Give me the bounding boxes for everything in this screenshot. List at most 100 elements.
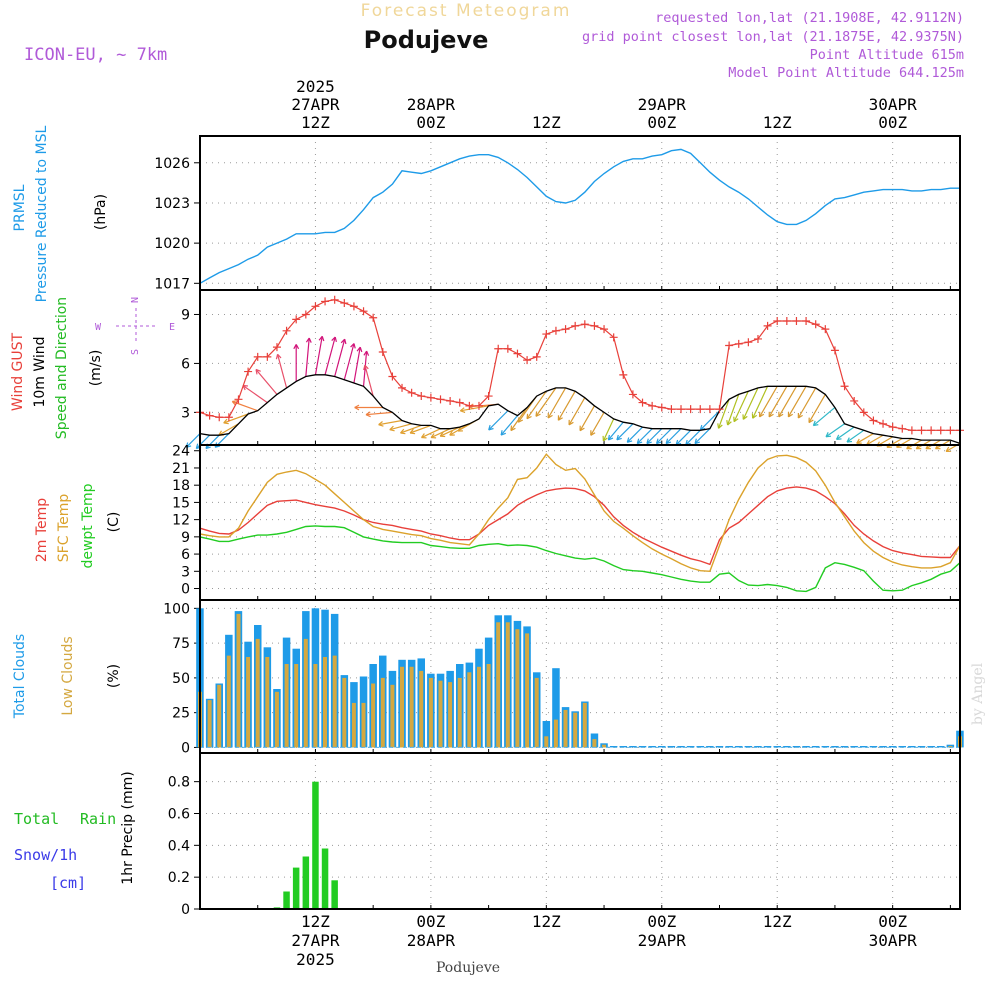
low-cloud-bar — [246, 657, 251, 748]
low-cloud-bar — [323, 657, 327, 748]
wind-10m-line — [199, 374, 961, 445]
y-tick-label: 0 — [181, 740, 190, 756]
wind-barb — [195, 434, 211, 449]
wind-barb — [205, 434, 220, 449]
wind-barb-head — [344, 339, 347, 345]
gust-marker — [802, 317, 811, 325]
wind-barb — [717, 399, 730, 429]
wind-barb — [626, 426, 643, 443]
top-axis-hour: 00Z — [878, 113, 907, 132]
precip-panel: 0 0.2 0.4 0.6 0.8 — [168, 752, 961, 918]
bottom-axis-hour: 12Z — [301, 912, 330, 931]
total-cloud-bar — [917, 746, 926, 748]
wind-barb-head — [420, 433, 425, 438]
wind-barb-head — [825, 432, 829, 438]
total-cloud-bar — [619, 746, 627, 748]
panel-frame — [199, 752, 961, 910]
wind-barb-head — [685, 439, 688, 445]
wind-unit: (m/s) — [88, 350, 104, 387]
y-tick-label: 100 — [163, 601, 190, 617]
total-cloud-bar — [754, 746, 762, 748]
y-tick-label: 0.6 — [168, 806, 190, 822]
wind-barb — [727, 394, 740, 426]
wind-barb — [314, 336, 323, 375]
gust-marker — [282, 326, 291, 335]
wind-barb — [694, 428, 711, 444]
gust-marker — [340, 299, 349, 308]
temp-unit: (C) — [106, 512, 122, 533]
location-title: Podujeve — [364, 26, 489, 54]
top-axis-date: 28APR — [407, 95, 456, 114]
top-axis-date: 29APR — [638, 95, 687, 114]
gust-marker — [609, 333, 618, 342]
wind-barb — [607, 421, 624, 441]
wind-barb-head — [277, 353, 282, 359]
gust-marker — [571, 321, 580, 330]
wind-barb-head — [305, 337, 310, 343]
y-tick-label: 0.8 — [168, 775, 190, 791]
gust-marker — [763, 321, 772, 330]
low-cloud-bar — [332, 655, 337, 748]
wind-barb — [808, 394, 826, 423]
low-cloud-bar — [496, 622, 501, 748]
wind-barb — [759, 385, 778, 418]
wind-barb-head — [410, 432, 416, 435]
total-cloud-bar — [860, 746, 868, 748]
wind-barb-head — [365, 411, 371, 416]
wind-barb-head — [812, 420, 816, 426]
gust-marker — [388, 372, 397, 381]
wind-barb — [488, 410, 509, 431]
gust-marker — [619, 370, 628, 379]
gust-marker — [359, 307, 368, 316]
wind-barb — [305, 337, 310, 377]
pressure-line — [199, 148, 960, 284]
wind-barb — [602, 418, 615, 442]
gust-marker — [753, 334, 762, 343]
wind-barb-head — [449, 430, 453, 436]
total-cloud-bar — [696, 746, 704, 748]
gust-marker — [494, 344, 503, 353]
wind-barb-head — [798, 414, 803, 419]
gust-marker — [811, 320, 820, 329]
total-cloud-bar — [898, 746, 906, 748]
model-altitude: Model Point Altitude 644.125m — [728, 65, 964, 81]
wind-barb-head — [409, 428, 414, 434]
wind-barb — [378, 419, 403, 426]
wind-barb-head — [293, 344, 297, 350]
gust-marker — [696, 405, 705, 414]
wind-gust-line — [199, 299, 960, 431]
wind-barb — [547, 387, 567, 419]
wind-barb-head — [846, 440, 853, 443]
y-tick-label: 1017 — [154, 276, 190, 292]
gust-marker — [898, 424, 907, 433]
temp-sfc-line — [199, 453, 961, 573]
wind-barb — [825, 423, 845, 438]
wind-barb-head — [752, 414, 758, 419]
gust-marker — [782, 317, 791, 325]
rain-bar — [312, 781, 319, 909]
wind-barb-head — [331, 336, 336, 342]
wind-barb-head — [526, 413, 529, 419]
wind-barb — [813, 407, 836, 427]
wind-barb-head — [665, 441, 672, 445]
wind-barb — [343, 343, 355, 380]
wind-barb-head — [518, 419, 524, 423]
gust-marker — [513, 349, 522, 358]
total-cloud-bar — [744, 746, 753, 748]
wind-barb-head — [616, 437, 622, 441]
low-cloud-bar — [573, 712, 578, 748]
wind-barbs — [185, 335, 961, 452]
low-cloud-bar — [534, 677, 539, 748]
wind-barb-head — [488, 424, 491, 431]
wind-barb-head — [459, 407, 465, 412]
total-cloud-bar — [927, 746, 935, 748]
requested-coords: requested lon,lat (21.1908E, 42.9112N) — [655, 10, 964, 26]
pressure-panel: 1017 1020 1023 1026 — [154, 135, 961, 292]
low-cloud-bar — [274, 691, 279, 748]
wind-barb — [557, 390, 576, 421]
cloud-unit: (%) — [106, 664, 122, 688]
top-axis-hour: 12Z — [763, 113, 792, 132]
gust-marker — [686, 405, 695, 414]
y-tick-label: 3 — [181, 564, 190, 580]
